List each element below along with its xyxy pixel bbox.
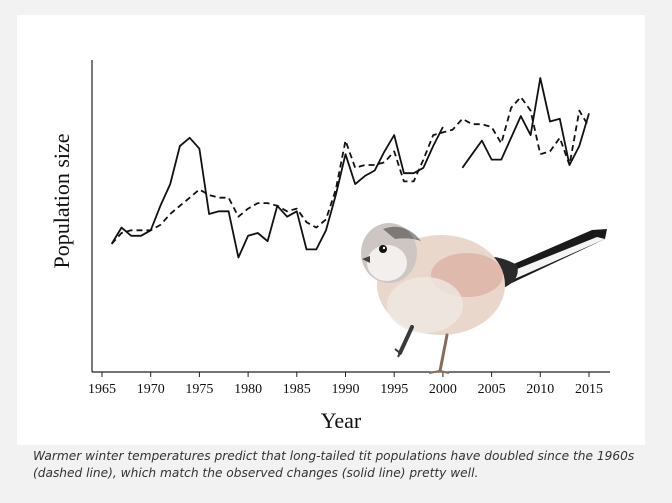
figure-caption: Warmer winter temperatures predict that … — [33, 449, 635, 480]
x-tick-label: 1965 — [88, 382, 116, 397]
y-axis-title: Population size — [49, 133, 74, 268]
x-tick-label: 2015 — [575, 382, 603, 397]
long-tailed-tit-illustration — [361, 223, 607, 374]
x-ticks: 1965 1970 1975 1980 1985 1990 1995 2000 2005 2010… — [88, 372, 603, 397]
predicted-line-segment-0 — [111, 96, 590, 245]
chart-svg: 1965 1970 1975 1980 1985 1990 1995 2000 2005 2010… — [49, 60, 610, 433]
x-tick-label: 1995 — [380, 382, 408, 397]
x-tick-label: 1970 — [137, 382, 165, 397]
x-tick-label: 2005 — [478, 382, 506, 397]
observed-line-segment-1 — [461, 77, 590, 169]
series-layer — [110, 77, 590, 259]
x-tick-label: 2010 — [526, 382, 554, 397]
x-tick-label: 2000 — [429, 382, 457, 397]
x-tick-label: 1990 — [332, 382, 360, 397]
chart-figure: 1965 1970 1975 1980 1985 1990 1995 2000 2005 2010… — [17, 15, 645, 445]
x-axis-title: Year — [321, 408, 362, 433]
x-tick-label: 1975 — [185, 382, 213, 397]
x-tick-label: 1980 — [234, 382, 262, 397]
x-tick-label: 1985 — [283, 382, 311, 397]
